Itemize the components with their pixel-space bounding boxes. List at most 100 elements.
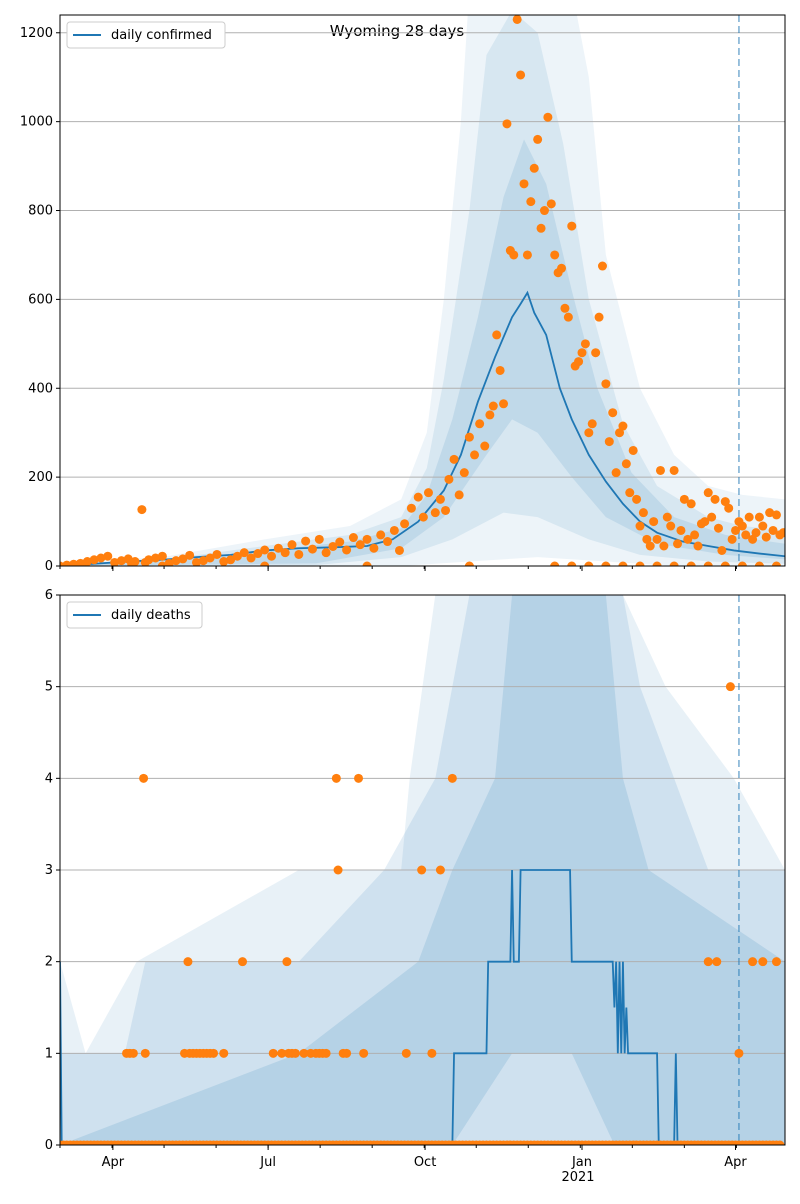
y-tick-label: 1 [45, 1046, 53, 1061]
observed-point [594, 312, 604, 322]
observed-point [731, 525, 741, 535]
observed-point [577, 348, 587, 358]
observed-point [423, 488, 433, 498]
y-tick-label: 3 [45, 863, 53, 878]
observed-point [418, 512, 428, 522]
observed-point [89, 555, 99, 565]
observed-point [394, 545, 404, 555]
observed-point [509, 250, 519, 260]
observed-point [331, 773, 341, 783]
observed-point [591, 348, 601, 358]
observed-point [139, 773, 149, 783]
observed-point [128, 1048, 138, 1058]
observed-point [522, 250, 532, 260]
observed-point [574, 357, 584, 367]
observed-point [707, 512, 717, 522]
observed-point [348, 533, 358, 543]
observed-point [679, 494, 689, 504]
observed-point [703, 957, 713, 967]
observed-point [737, 521, 747, 531]
observed-point [290, 1048, 300, 1058]
observed-point [342, 545, 352, 555]
y-tick-label: 800 [28, 204, 53, 219]
observed-point [720, 497, 730, 507]
observed-point [748, 957, 758, 967]
observed-point [662, 512, 672, 522]
observed-point [69, 559, 79, 566]
observed-point-zero [775, 1140, 785, 1145]
observed-point [480, 441, 490, 451]
observed-point [110, 557, 120, 566]
observed-point [449, 454, 459, 464]
observed-point [75, 558, 85, 566]
observed-point [328, 541, 338, 551]
y-tick-label: 6 [45, 588, 53, 603]
observed-point [219, 1048, 229, 1058]
observed-point [238, 957, 248, 967]
observed-point [550, 250, 560, 260]
observed-point [611, 468, 621, 478]
observed-point-zero [652, 561, 662, 566]
observed-point [178, 554, 188, 564]
observed-point-zero [260, 561, 270, 566]
observed-point [314, 534, 324, 544]
y-tick-label: 4 [45, 771, 53, 786]
legend-label-confirmed: daily confirmed [111, 28, 212, 43]
observed-point [587, 419, 597, 429]
observed-point [601, 379, 611, 389]
observed-point [116, 556, 126, 566]
x-tick-label: Jan [571, 1155, 592, 1170]
x-tick-label: Apr [102, 1155, 125, 1170]
observed-point [618, 421, 628, 431]
observed-point [267, 551, 277, 561]
observed-point [608, 408, 618, 418]
observed-point-zero [601, 561, 611, 566]
observed-point [321, 548, 331, 558]
observed-point [151, 553, 161, 563]
observed-point [342, 1048, 352, 1058]
observed-point [130, 557, 140, 566]
observed-point [383, 537, 393, 547]
observed-point-zero [737, 561, 747, 566]
observed-point [185, 550, 195, 560]
observed-point [301, 536, 311, 546]
observed-point [744, 512, 754, 522]
observed-point [546, 199, 556, 209]
observed-point [495, 365, 505, 375]
observed-point-zero [362, 561, 372, 566]
observed-point [362, 534, 372, 544]
observed-point [435, 494, 445, 504]
observed-point [580, 339, 590, 349]
observed-point [539, 206, 549, 216]
observed-point [686, 499, 696, 509]
observed-point [512, 15, 522, 24]
observed-point [454, 490, 464, 500]
x-tick-label: Oct [414, 1155, 436, 1170]
observed-point [536, 223, 546, 233]
observed-point [754, 512, 764, 522]
observed-point [683, 534, 693, 544]
observed-point [621, 459, 631, 469]
observed-point [335, 537, 345, 547]
observed-point [219, 557, 229, 566]
observed-point [765, 508, 775, 518]
y-tick-label: 400 [28, 381, 53, 396]
observed-point [666, 521, 676, 531]
observed-point [212, 549, 222, 559]
observed-point [441, 505, 451, 515]
observed-point [198, 556, 208, 566]
observed-point [401, 1048, 411, 1058]
observed-point [567, 221, 577, 231]
observed-point [485, 410, 495, 420]
observed-point [475, 419, 485, 429]
observed-point [232, 551, 242, 561]
observed-point [140, 1048, 150, 1058]
observed-point-zero [464, 561, 474, 566]
observed-point [778, 528, 785, 538]
observed-point [499, 399, 509, 409]
observed-point [96, 553, 106, 563]
observed-point [676, 525, 686, 535]
observed-point [492, 330, 502, 340]
observed-point-zero [635, 561, 645, 566]
observed-point [260, 545, 270, 555]
